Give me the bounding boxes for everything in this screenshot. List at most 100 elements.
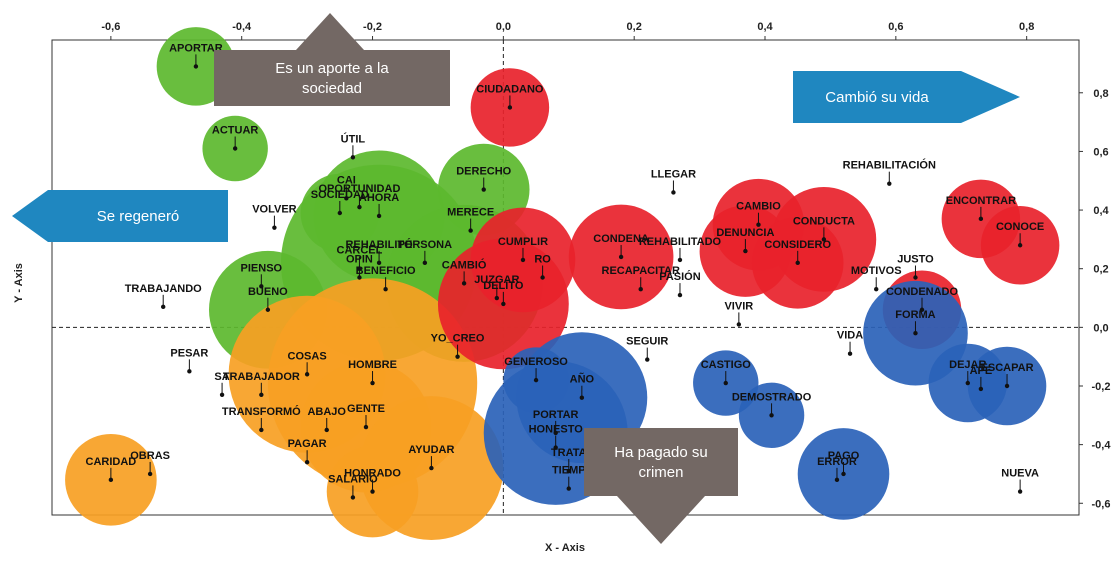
word-label: ABAJO [307,406,346,418]
marker-dot [1017,489,1023,494]
marker-dot [304,372,310,377]
x-tick-label: -0,6 [101,21,120,33]
word-label: CASTIGO [701,359,752,371]
marker-dot [422,260,428,266]
marker-dot [566,486,571,491]
bubbles [65,27,1060,541]
word-label: COSAS [288,350,327,362]
word-label: CARIDAD [86,456,137,468]
marker-dot [108,477,114,483]
word-label: ENCONTRAR [946,195,1016,207]
word-label: TIEMP [552,465,586,477]
word-label: SALARIO [328,473,378,485]
y-tick-label: 0,2 [1093,264,1108,276]
marker-dot [232,146,238,151]
marker-dot [324,427,329,433]
word-label: CONSIDERO [764,239,831,251]
word-label: MERECE [447,207,494,219]
word-label: REHABILITACIÓN [843,159,936,172]
marker-dot [533,377,539,383]
word-label: DEMOSTRADO [732,391,812,403]
word-label: PESAR [170,347,208,359]
word-label: REHABILITÓ [345,238,413,251]
marker-dot [566,468,571,474]
marker-dot [913,275,918,280]
word-label: PAGO [828,450,860,462]
marker-dot [913,331,918,336]
marker-dot [272,225,277,230]
marker-dot [350,495,356,500]
word-label: ÚTIL [341,132,366,145]
callout-arrow-down [617,496,705,544]
y-tick-label: 0,0 [1093,322,1108,334]
marker-dot [494,295,500,301]
marker-dot [507,105,513,110]
word-label: TRABAJANDO [125,283,202,295]
callout-text-up: Es un aporte a la [275,60,389,77]
marker-dot [834,477,840,483]
callout-text-down: Ha pagado su [614,444,707,461]
marker-dot [579,395,585,400]
marker-dot [645,357,650,362]
callout-arrow-left [12,190,48,242]
marker-dot [429,465,434,471]
y-axis-label: Y - Axis [13,263,25,303]
point-markers [108,54,1023,500]
marker-dot [520,257,526,263]
word-label: NUEVA [1001,468,1039,480]
word-label: RO [534,254,551,266]
word-label: CAMBIO [736,201,781,213]
marker-dot [161,304,166,310]
word-label: TRANSFORMÓ [222,405,301,418]
marker-dot [638,287,643,292]
marker-dot [147,471,153,477]
word-label: PASIÓN [659,270,700,283]
word-label: PIENSO [241,262,283,274]
marker-dot [187,369,192,374]
word-label: CIUDADANO [476,83,544,95]
word-label: PAGAR [288,438,327,450]
marker-dot [455,354,460,359]
word-label: MOTIVOS [851,265,902,277]
word-label: TRATA [551,447,587,459]
word-label: DELITO [483,280,524,292]
word-label: TRABAJADOR [223,371,300,383]
word-label: BUENO [248,286,288,298]
word-label: DENUNCIA [716,227,774,239]
marker-dot [677,292,683,298]
word-label: CONDUCTA [793,215,855,227]
y-tick-label: 0,4 [1093,205,1109,217]
marker-dot [259,284,264,289]
callout-text-up: sociedad [302,80,362,97]
word-label: HONESTO [529,424,584,436]
y-tick-label: -0,2 [1092,381,1111,393]
callout-box-left [48,190,228,242]
marker-dot [468,228,473,233]
marker-dot [337,210,343,216]
marker-dot [383,287,388,292]
x-tick-label: -0,2 [363,21,382,33]
y-tick-label: -0,6 [1092,498,1111,510]
x-tick-label: 0,6 [888,21,903,33]
marker-dot [978,386,984,392]
word-label: ESCAPAR [981,362,1034,374]
y-tick-label: 0,6 [1093,146,1108,158]
marker-dot [1004,383,1010,389]
word-label: SA [214,371,229,383]
word-label: CAMBIÓ [442,258,487,271]
marker-dot [265,307,271,312]
word-label: JUZGAR [474,274,519,286]
callout-box-down [584,428,738,496]
word-label: DERECHO [456,166,511,178]
word-label: AÑO [570,373,595,386]
callout-box-up [214,50,450,106]
word-label: VOLVER [252,204,296,216]
y-tick-label: -0,4 [1092,440,1112,452]
marker-dot [363,424,369,430]
callout-box-right [793,71,961,123]
word-label: APE [970,365,993,377]
word-label: VIVIR [724,300,753,312]
marker-dot [481,187,486,192]
